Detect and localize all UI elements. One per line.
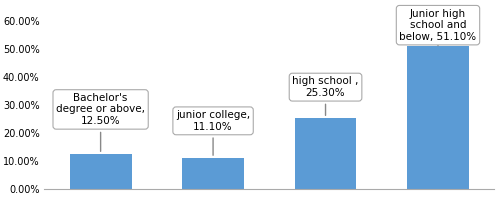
Text: high school ,
25.30%: high school , 25.30% — [292, 76, 359, 115]
Bar — [295, 118, 356, 189]
Text: junior college,
11.10%: junior college, 11.10% — [176, 110, 250, 155]
Text: Bachelor's
degree or above,
12.50%: Bachelor's degree or above, 12.50% — [56, 93, 145, 151]
Bar — [407, 46, 469, 189]
Bar — [70, 154, 132, 189]
Bar — [182, 158, 244, 189]
Text: Junior high
school and
below, 51.10%: Junior high school and below, 51.10% — [400, 9, 477, 46]
